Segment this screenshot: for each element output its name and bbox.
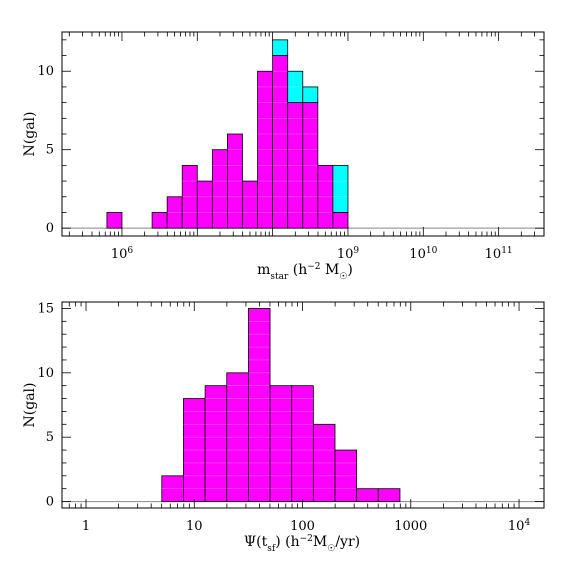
sfr-ytick-label: 5 <box>46 430 54 445</box>
stellar-mass-ytick-label: 0 <box>46 221 54 236</box>
sfr-bars <box>62 308 544 503</box>
sfr-tick-labels: 1 10 100 1000 104 0 5 10 15 <box>37 301 530 534</box>
stellar-mass-bar-s0-b9 <box>242 180 258 229</box>
sfr-plot-frame <box>61 301 545 509</box>
sfr-bar-s0-b4 <box>248 308 271 502</box>
sfr-xtick-label: 100 <box>290 519 315 534</box>
stellar-mass-bar-s1-b13 <box>302 86 319 104</box>
sfr-xtick-label: 10 <box>186 519 203 534</box>
sfr-ylabel: N(gal) <box>22 383 38 428</box>
sfr-ytick-label: 0 <box>46 495 54 510</box>
sfr-bar-s0-b10 <box>377 488 401 502</box>
stellar-mass-bar-s1-b11 <box>272 39 289 56</box>
sfr-ytick-label: 15 <box>37 301 54 316</box>
stellar-mass-ytick-label: 10 <box>37 64 54 79</box>
stellar-mass-panel: 106 109 1010 1011 0 5 10 mstar (h−2 M☉) N(gal) <box>22 31 545 282</box>
sfr-xtick-label: 1 <box>82 519 90 534</box>
stellar-mass-xtick-label: 106 <box>111 246 134 262</box>
stellar-mass-bar-s0-b7 <box>211 149 228 229</box>
sfr-bar-s0-b9 <box>356 488 379 502</box>
stellar-mass-ytick-label: 5 <box>46 143 54 158</box>
sfr-bar-s0-b5 <box>269 385 293 502</box>
stellar-mass-xtick-label: 1010 <box>409 246 437 262</box>
stellar-mass-bar-s0-b0 <box>106 212 123 229</box>
stellar-mass-bar-s0-b15 <box>332 212 349 229</box>
sfr-panel: 1 10 100 1000 104 0 5 10 15 Ψ(tsf) (h−2M☉/yr) N(… <box>22 301 545 554</box>
sfr-xtick-label: 104 <box>508 518 531 534</box>
stellar-mass-xtick-label: 1011 <box>485 246 513 262</box>
stellar-mass-ylabel: N(gal) <box>22 112 38 157</box>
stellar-mass-bars <box>62 39 544 229</box>
stellar-mass-xtick-label: 109 <box>337 246 360 262</box>
sfr-ticks <box>61 302 544 508</box>
sfr-bar-s0-b2 <box>204 385 228 502</box>
stellar-mass-bar-s0-b3 <box>151 212 168 229</box>
stellar-mass-bar-s0-b11 <box>272 55 289 229</box>
stellar-mass-bar-s0-b6 <box>196 180 213 229</box>
stellar-mass-bar-s1-b15 <box>332 164 349 213</box>
sfr-ytick-label: 10 <box>37 366 54 381</box>
sfr-bar-s0-b8 <box>334 449 358 502</box>
sfr-xtick-label: 1000 <box>394 519 427 534</box>
sfr-xlabel: Ψ(tsf) (h−2M☉/yr) <box>244 534 360 554</box>
sfr-bar-s0-b6 <box>291 385 314 502</box>
stellar-mass-ticks <box>62 32 545 236</box>
stellar-mass-xlabel: mstar (h−2 M☉) <box>257 262 353 282</box>
